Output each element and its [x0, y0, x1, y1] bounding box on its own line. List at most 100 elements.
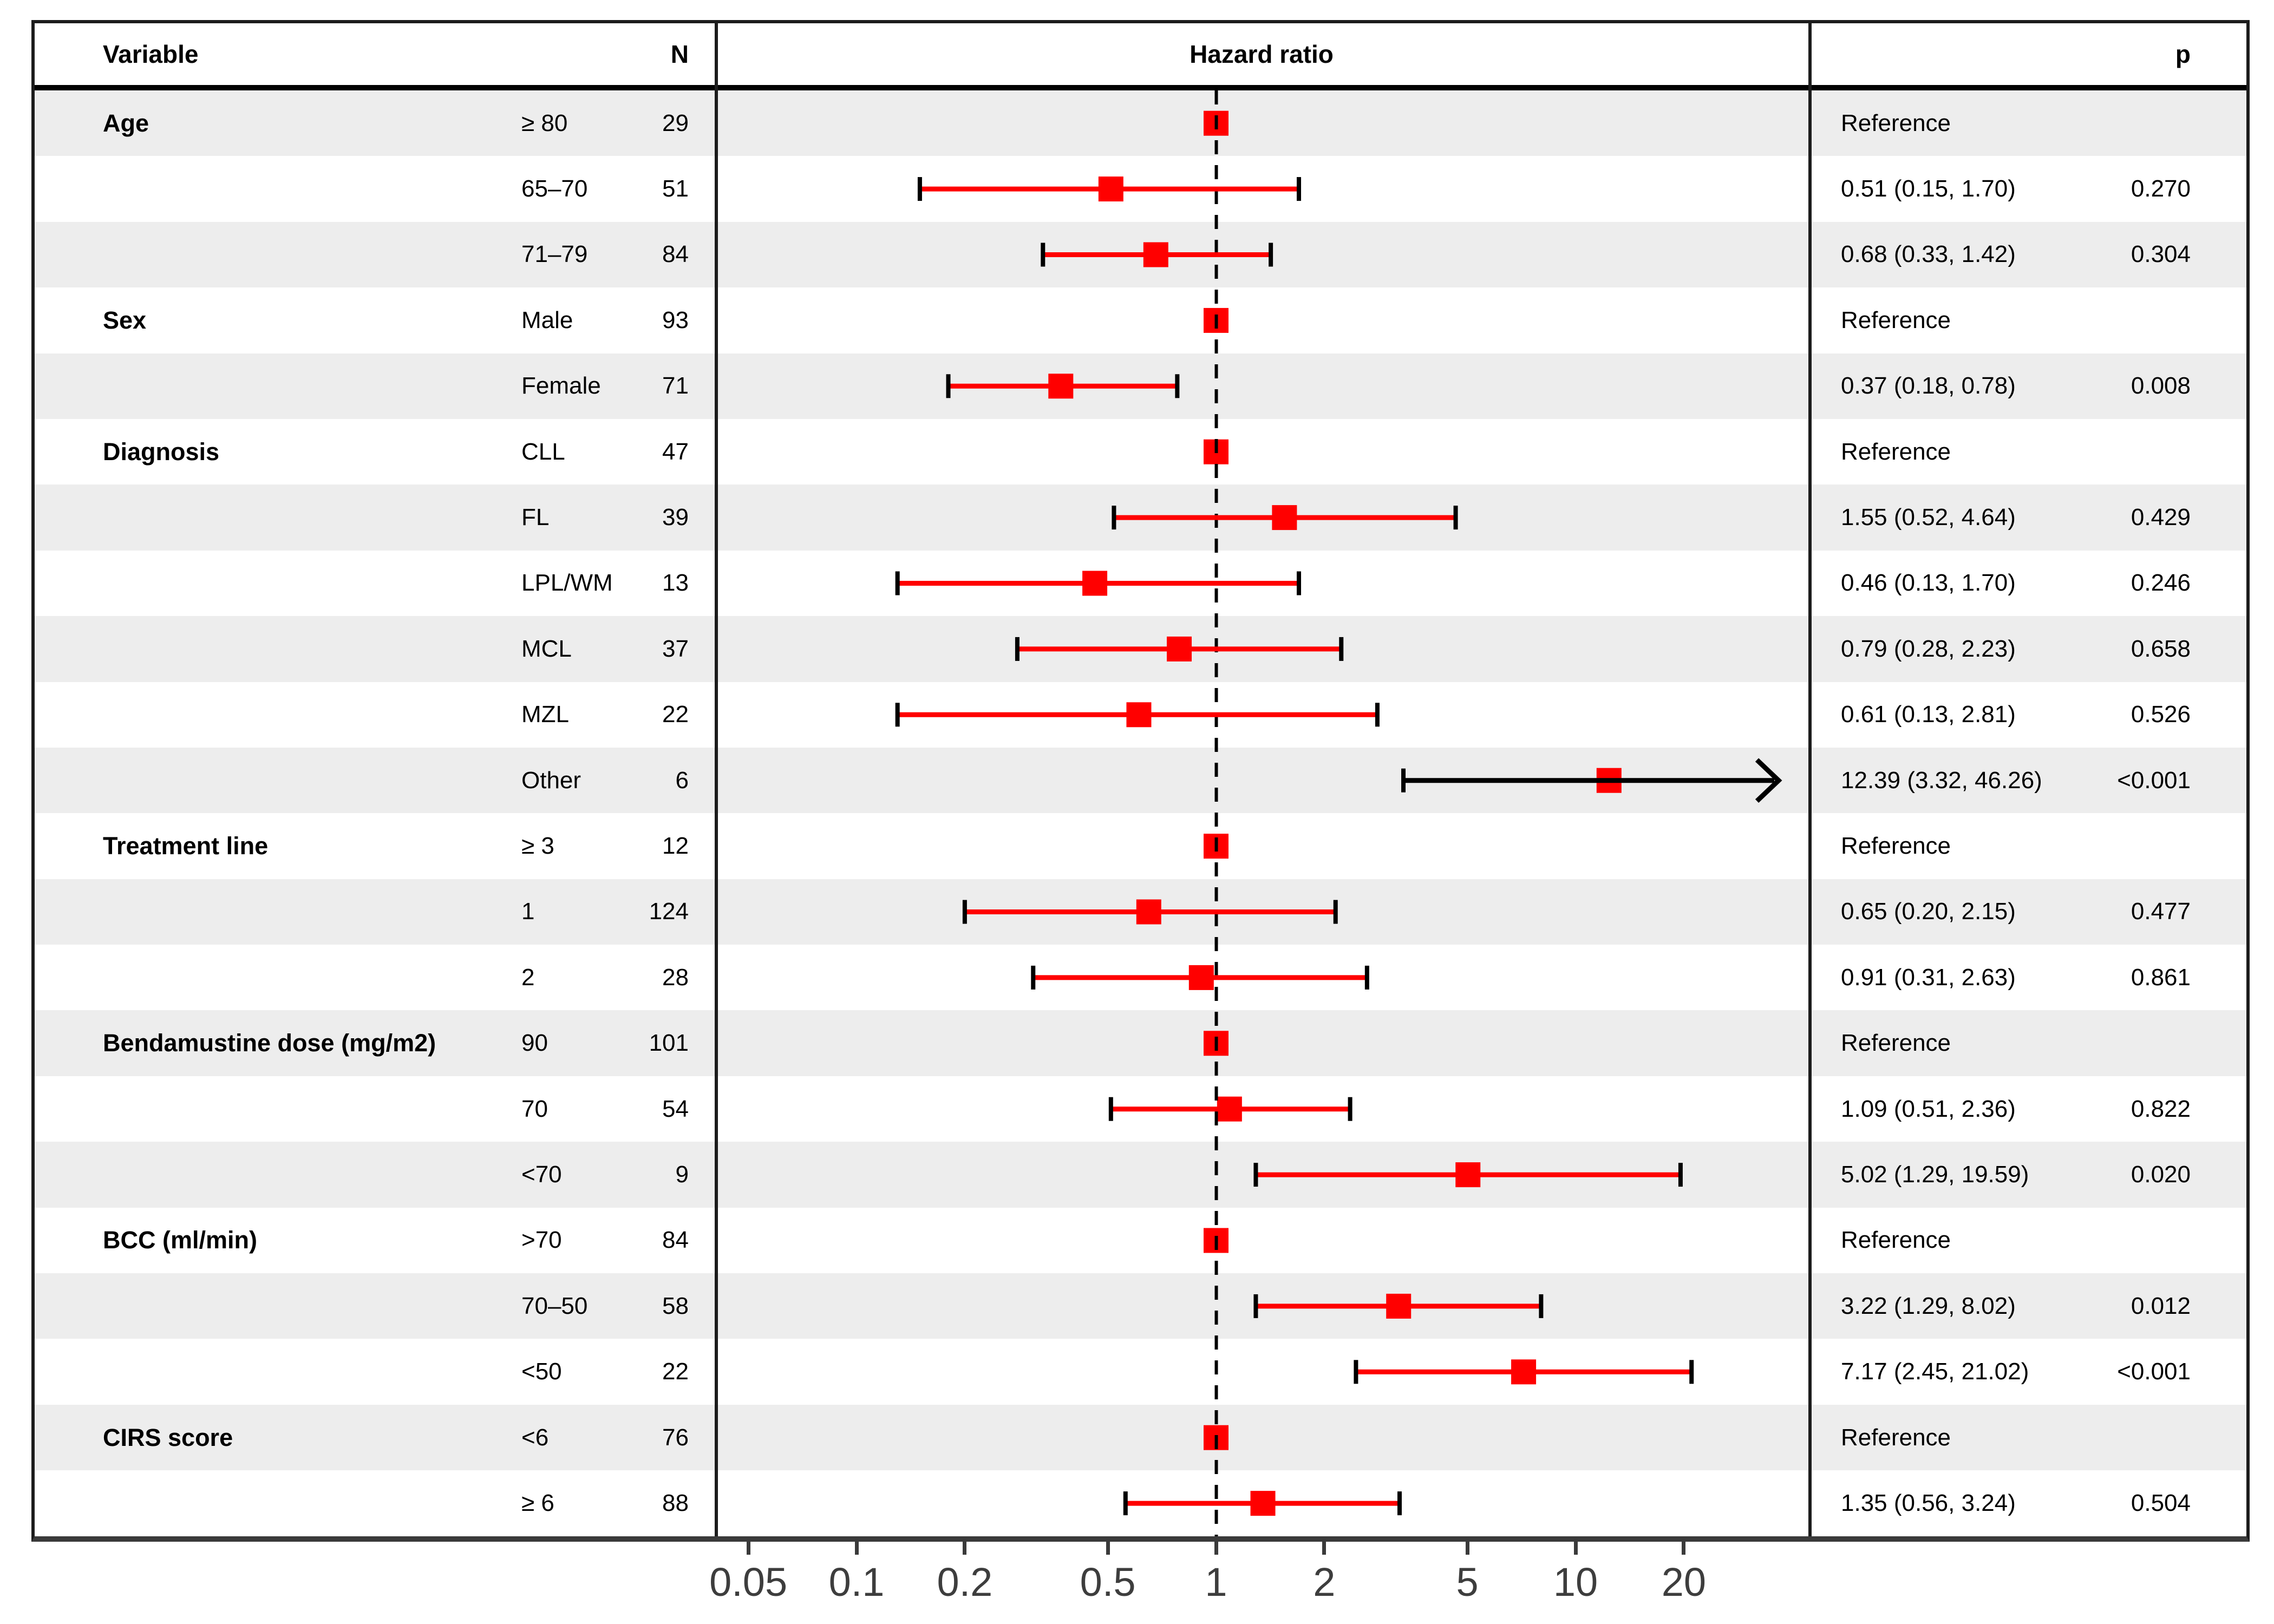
- row-level-label: >70: [521, 1227, 562, 1254]
- row-estimate-label: Reference: [1841, 1227, 1951, 1254]
- row-n-value: 28: [662, 964, 689, 991]
- row-n-value: 51: [662, 175, 689, 202]
- row-p-value: 0.477: [2131, 898, 2191, 925]
- axis-tick-label: 5: [1456, 1560, 1479, 1605]
- row-level-label: 71–79: [521, 241, 588, 268]
- axis-tick: [1214, 1542, 1218, 1555]
- row-estimate-label: Reference: [1841, 832, 1951, 859]
- row-level-label: 2: [521, 964, 535, 991]
- row-level-label: MZL: [521, 701, 569, 728]
- row-n-value: 39: [662, 504, 689, 531]
- forest-plot-table: Variable N Hazard ratio p Age ≥ 80 29 Refer…: [31, 20, 2250, 1542]
- axis-tick: [746, 1542, 750, 1555]
- row-p-value: 0.246: [2131, 569, 2191, 597]
- row-estimate-label: 0.68 (0.33, 1.42): [1841, 241, 2016, 268]
- row-estimate-label: 0.91 (0.31, 2.63): [1841, 964, 2016, 991]
- row-n-value: 54: [662, 1095, 689, 1122]
- row-level-label: 1: [521, 898, 535, 925]
- row-p-value: [2009, 287, 2191, 353]
- row-n-value: 71: [662, 372, 689, 400]
- axis-tick: [1106, 1542, 1110, 1555]
- table-row: 71–79 84 0.68 (0.33, 1.42) 0.304: [35, 221, 2246, 288]
- row-n-value: 29: [662, 109, 689, 136]
- row-estimate-label: 1.55 (0.52, 4.64): [1841, 504, 2016, 531]
- row-level-label: LPL/WM: [521, 569, 613, 597]
- row-estimate-label: 3.22 (1.29, 8.02): [1841, 1292, 2016, 1319]
- row-p-value: [2009, 1405, 2191, 1470]
- row-estimate-label: Reference: [1841, 438, 1951, 465]
- row-estimate-label: Reference: [1841, 1424, 1951, 1451]
- row-level-label: 70–50: [521, 1292, 588, 1319]
- row-n-value: 37: [662, 635, 689, 662]
- row-p-value: 0.429: [2131, 504, 2191, 531]
- table-row: 65–70 51 0.51 (0.15, 1.70) 0.270: [35, 156, 2246, 221]
- row-p-value: [2009, 1010, 2191, 1076]
- column-header-variable: Variable: [103, 40, 199, 68]
- row-p-value: 0.526: [2131, 701, 2191, 728]
- row-estimate-label: 0.79 (0.28, 2.23): [1841, 635, 2016, 662]
- row-variable-label: Treatment line: [103, 831, 269, 860]
- axis-tick: [1465, 1542, 1469, 1555]
- table-row: Sex Male 93 Reference: [35, 287, 2246, 353]
- table-row: Other 6 12.39 (3.32, 46.26) <0.001: [35, 747, 2246, 814]
- row-p-value: 0.861: [2131, 964, 2191, 991]
- axis-tick: [1322, 1542, 1327, 1555]
- row-n-value: 76: [662, 1424, 689, 1451]
- row-n-value: 22: [662, 701, 689, 728]
- axis-tick-label: 1: [1205, 1560, 1227, 1605]
- panel-divider-right: [1808, 23, 1812, 1536]
- table-row: Diagnosis CLL 47 Reference: [35, 419, 2246, 484]
- row-level-label: ≥ 6: [521, 1489, 554, 1516]
- row-p-value: 0.658: [2131, 635, 2191, 662]
- table-row: 70 54 1.09 (0.51, 2.36) 0.822: [35, 1076, 2246, 1142]
- row-n-value: 22: [662, 1358, 689, 1385]
- row-level-label: 70: [521, 1095, 548, 1122]
- table-row: FL 39 1.55 (0.52, 4.64) 0.429: [35, 484, 2246, 551]
- table-row: Age ≥ 80 29 Reference: [35, 90, 2246, 156]
- row-p-value: <0.001: [2117, 767, 2191, 794]
- column-header-hazard-ratio: Hazard ratio: [1190, 40, 1334, 68]
- row-n-value: 93: [662, 306, 689, 333]
- axis-tick-label: 0.05: [709, 1560, 788, 1605]
- row-level-label: ≥ 3: [521, 832, 554, 859]
- row-variable-label: Diagnosis: [103, 437, 220, 466]
- axis-tick-label: 0.1: [828, 1560, 885, 1605]
- table-row: <50 22 7.17 (2.45, 21.02) <0.001: [35, 1339, 2246, 1404]
- axis-tick-label: 0.2: [937, 1560, 993, 1605]
- row-level-label: <50: [521, 1358, 562, 1385]
- row-p-value: 0.012: [2131, 1292, 2191, 1319]
- row-n-value: 6: [675, 767, 689, 794]
- row-estimate-label: 0.46 (0.13, 1.70): [1841, 569, 2016, 597]
- row-p-value: [2009, 1208, 2191, 1273]
- row-p-value: <0.001: [2117, 1358, 2191, 1385]
- axis-tick: [1573, 1542, 1578, 1555]
- axis-tick-label: 2: [1313, 1560, 1336, 1605]
- row-estimate-label: Reference: [1841, 306, 1951, 333]
- row-p-value: 0.304: [2131, 241, 2191, 268]
- row-level-label: Other: [521, 767, 581, 794]
- table-row: 2 28 0.91 (0.31, 2.63) 0.861: [35, 945, 2246, 1010]
- axis-tick-label: 20: [1661, 1560, 1707, 1605]
- row-level-label: FL: [521, 504, 550, 531]
- row-estimate-label: 0.65 (0.20, 2.15): [1841, 898, 2016, 925]
- row-variable-label: Age: [103, 109, 149, 137]
- table-row: 1 124 0.65 (0.20, 2.15) 0.477: [35, 879, 2246, 945]
- row-level-label: 65–70: [521, 175, 588, 202]
- row-n-value: 124: [649, 898, 689, 925]
- table-row: BCC (ml/min) >70 84 Reference: [35, 1208, 2246, 1273]
- column-header-p: p: [2175, 40, 2191, 68]
- row-estimate-label: 0.51 (0.15, 1.70): [1841, 175, 2016, 202]
- row-estimate-label: Reference: [1841, 1030, 1951, 1057]
- row-p-value: [2009, 90, 2191, 156]
- row-estimate-label: 0.61 (0.13, 2.81): [1841, 701, 2016, 728]
- row-estimate-label: 5.02 (1.29, 19.59): [1841, 1161, 2029, 1188]
- row-level-label: <70: [521, 1161, 562, 1188]
- panel-divider-left: [715, 23, 718, 1536]
- row-n-value: 88: [662, 1489, 689, 1516]
- row-p-value: [2009, 419, 2191, 484]
- axis-tick-label: 10: [1553, 1560, 1598, 1605]
- table-row: Treatment line ≥ 3 12 Reference: [35, 813, 2246, 879]
- row-level-label: CLL: [521, 438, 565, 465]
- table-row: Bendamustine dose (mg/m2) 90 101 Reference: [35, 1010, 2246, 1076]
- row-n-value: 84: [662, 1227, 689, 1254]
